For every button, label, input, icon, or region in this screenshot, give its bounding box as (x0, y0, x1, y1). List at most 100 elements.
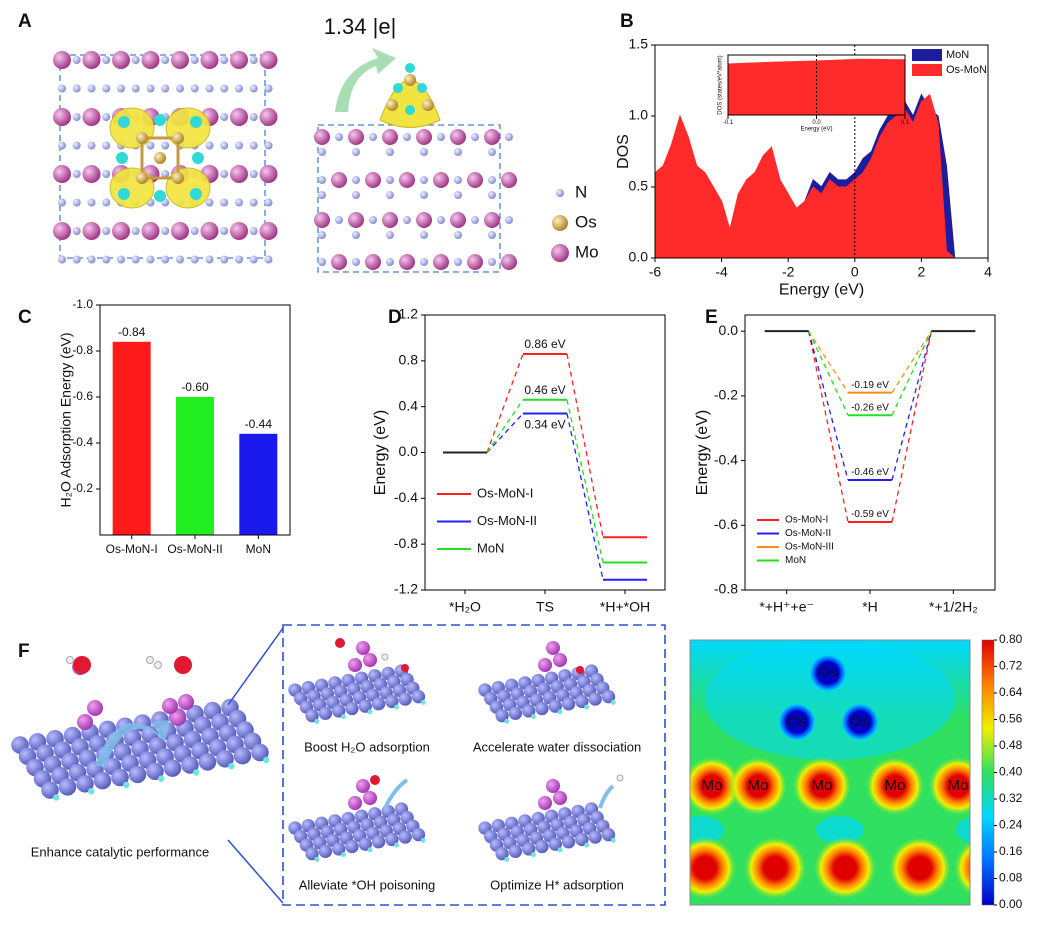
high-density (953, 839, 970, 897)
slab-atom (181, 756, 199, 774)
os-atom (162, 698, 178, 714)
high-density (743, 836, 807, 900)
mo-atom (259, 108, 278, 126)
y-tick-label: -0.2 (714, 387, 738, 403)
n-atom (314, 856, 320, 862)
n-atom (335, 133, 343, 141)
n-atom (235, 141, 243, 150)
n-atom (72, 84, 81, 93)
slab-atom (548, 837, 562, 851)
slab-atom (358, 699, 372, 713)
value-label: -0.60 (181, 380, 209, 394)
high-density (813, 836, 877, 900)
legend-marker (552, 215, 568, 231)
legend-marker (551, 244, 569, 262)
n-atom (53, 794, 60, 801)
n-atom (488, 148, 496, 156)
mo-atom (382, 212, 398, 228)
low-density (705, 640, 955, 760)
value-label: -0.19 eV (851, 380, 889, 391)
slab-atom (41, 781, 59, 799)
y-tick-label: -0.6 (72, 389, 93, 403)
mo-atom (230, 51, 248, 69)
slab-atom (371, 697, 386, 711)
water-o (335, 638, 345, 648)
n-atom (471, 133, 479, 141)
slab-atom (163, 759, 182, 777)
colorbar-tick-label: 0.00 (999, 897, 1023, 911)
water-h (66, 656, 74, 664)
value-label: -0.59 eV (851, 509, 889, 520)
zoom-box (282, 624, 666, 906)
connector (566, 399, 604, 563)
mo-atom (53, 108, 71, 126)
bar (239, 433, 278, 535)
n-atom (352, 176, 360, 184)
bar (112, 341, 151, 535)
caption: Alleviate *OH poisoning (299, 877, 436, 892)
n-atom (249, 227, 258, 235)
high-density (792, 756, 852, 816)
panel-label: C (18, 307, 32, 328)
mo-atom (171, 222, 189, 240)
slab-atom (588, 692, 602, 706)
n-atom (161, 84, 170, 93)
slab-atom (508, 844, 523, 858)
n-atom (505, 133, 513, 141)
y-tick-label: -0.8 (714, 581, 738, 597)
n-atom (102, 56, 111, 64)
os-atom (363, 791, 377, 805)
mo-atom (259, 165, 278, 183)
mo-atom (450, 212, 466, 228)
colorbar-tick-label: 0.40 (999, 765, 1023, 779)
n-atom (264, 198, 273, 207)
n-atom (584, 704, 590, 710)
n-atom (454, 258, 462, 266)
connector (808, 330, 849, 393)
slab-atom (398, 830, 412, 844)
os-atom (172, 132, 184, 144)
n-atom (454, 191, 462, 199)
charge-depletion (417, 83, 427, 93)
n-atom (161, 255, 170, 264)
water-o (174, 656, 192, 674)
low-density (956, 817, 970, 843)
slab-atom (508, 706, 523, 720)
connector (566, 413, 604, 580)
os-site (842, 704, 878, 740)
n-atom (367, 709, 373, 715)
slab-atom (305, 709, 319, 723)
colorbar-tick-label: 0.32 (999, 791, 1023, 805)
mo-atom (365, 172, 381, 188)
n-atom (420, 837, 426, 843)
n-atom (369, 133, 377, 141)
n-atom (146, 255, 155, 264)
charge-label: 1.34 |e| (324, 14, 397, 39)
slab-atom (522, 704, 536, 718)
n-atom (557, 709, 563, 715)
panel-label: A (18, 11, 32, 32)
n-atom (249, 198, 258, 207)
charge-depletion (118, 116, 130, 128)
n-atom (72, 255, 81, 264)
y-tick-label: -0.8 (72, 343, 93, 357)
n-atom (403, 133, 411, 141)
y-tick-label: 0.5 (629, 178, 649, 194)
flow-arrow (598, 784, 615, 809)
y-tick-label: -0.4 (394, 489, 418, 505)
legend-label: Os-MoN-I (477, 485, 533, 500)
n-atom (488, 191, 496, 199)
mo-atom (82, 165, 101, 183)
os-atom (136, 132, 148, 144)
n-atom (505, 216, 513, 224)
n-atom (488, 258, 496, 266)
n-atom (437, 216, 445, 224)
atom-label: Mo (948, 777, 969, 794)
slab-atom (318, 706, 333, 720)
charge-depletion (393, 83, 403, 93)
n-atom (146, 141, 155, 150)
water-o (401, 664, 409, 672)
panel-label: B (620, 11, 634, 32)
x-tick-label: *+1/2H₂ (929, 599, 978, 615)
